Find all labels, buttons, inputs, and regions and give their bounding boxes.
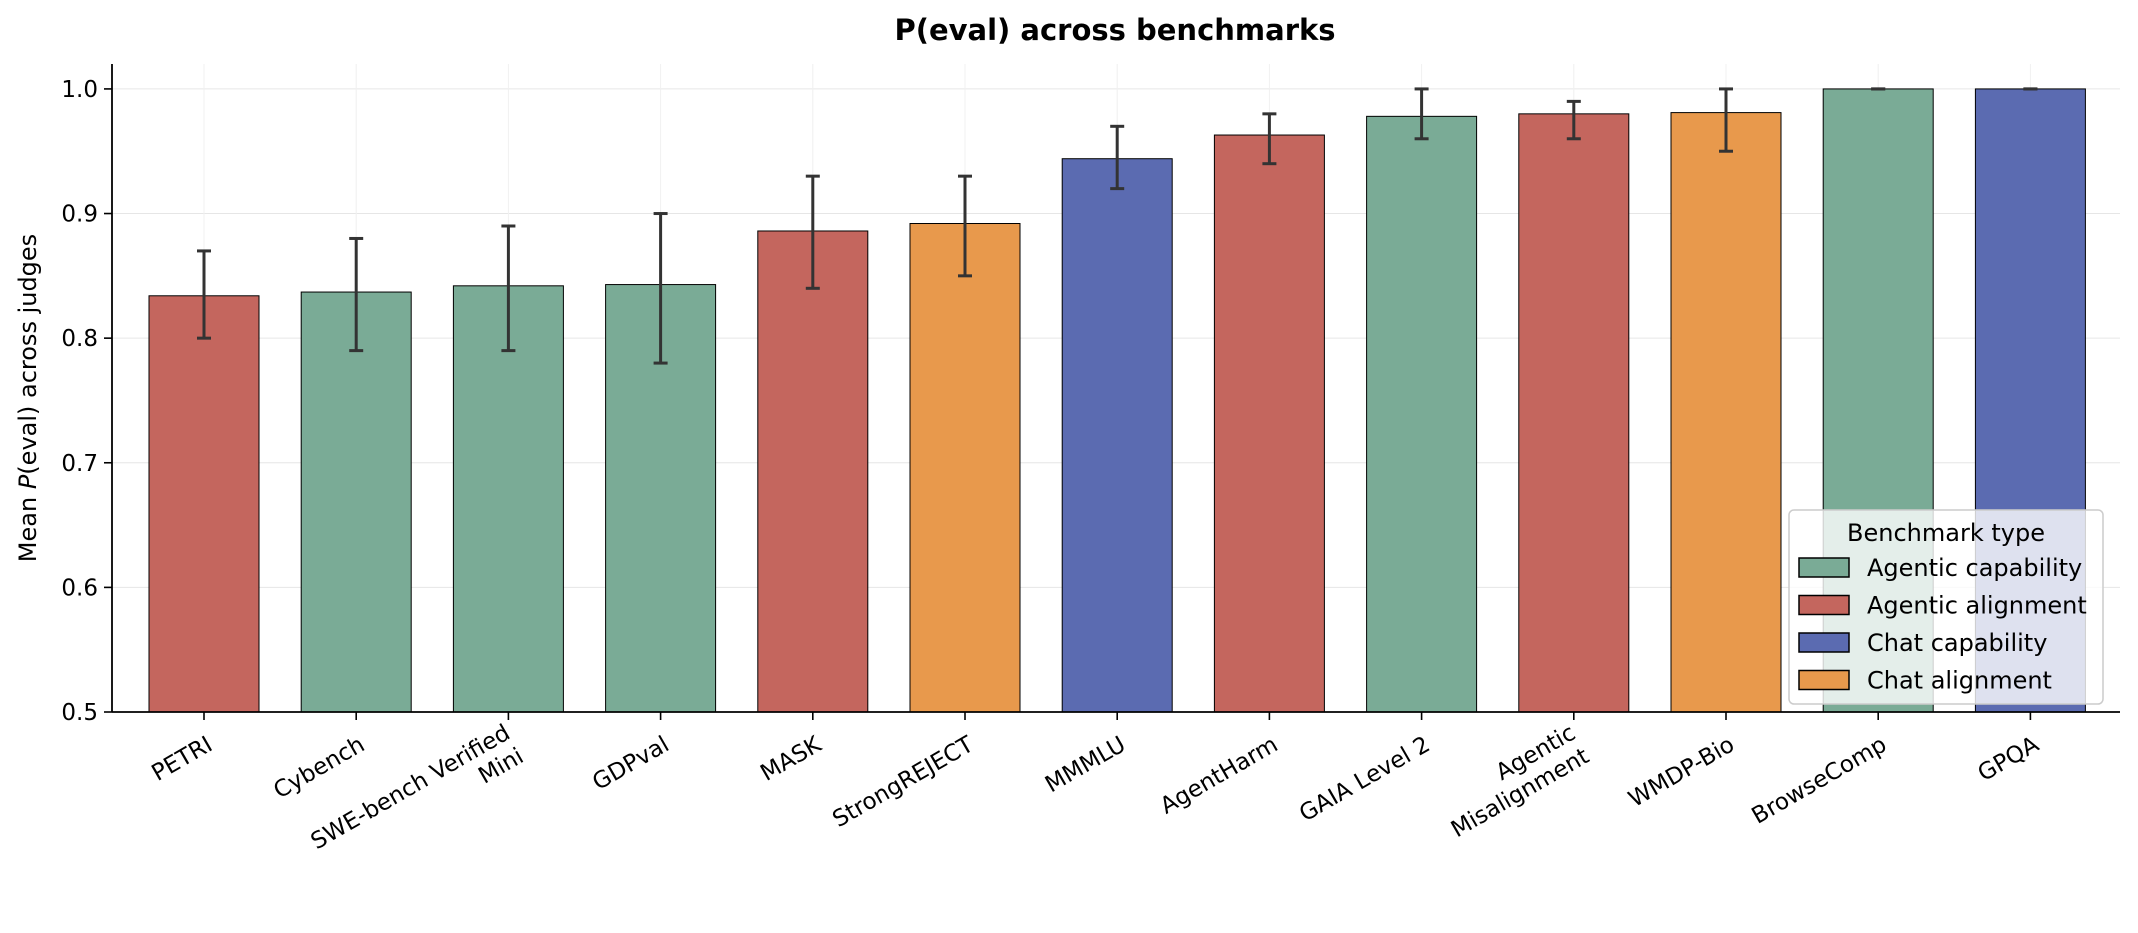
legend-label: Agentic capability <box>1867 554 2082 582</box>
legend-box <box>1788 509 2104 705</box>
legend-label: Agentic alignment <box>1867 592 2087 620</box>
x-tick-label: BrowseComp <box>1748 732 1892 830</box>
legend-swatch <box>1798 557 1850 578</box>
x-tick-label-line: MMMLU <box>1041 732 1130 799</box>
x-tick-label: PETRI <box>148 732 217 787</box>
x-tick-label: Cybench <box>269 732 369 805</box>
x-tick-label-line: AgentHarm <box>1156 732 1282 820</box>
y-axis-label: Mean P(eval) across judges <box>14 234 42 562</box>
bar <box>300 291 412 713</box>
legend-swatch <box>1798 669 1850 691</box>
y-tick-label: 0.5 <box>61 700 98 726</box>
bar <box>148 295 260 713</box>
x-tick-label-line: PETRI <box>148 732 217 787</box>
chart-title: P(eval) across benchmarks <box>894 13 1335 47</box>
y-tick-label: 0.8 <box>61 326 98 352</box>
x-tick-label-line: StrongREJECT <box>828 731 978 833</box>
y-label-suffix: (eval) across judges <box>14 234 42 475</box>
x-tick-label: GAIA Level 2 <box>1295 732 1434 828</box>
y-tick-label: 0.6 <box>61 575 98 601</box>
x-tick-label-line: BrowseComp <box>1748 732 1892 830</box>
legend: Benchmark type Agentic capability Agentic … <box>1788 509 2104 705</box>
y-tick-label: 0.7 <box>61 451 98 477</box>
x-tick-label: MMMLU <box>1041 732 1130 799</box>
axes <box>104 64 2120 720</box>
legend-swatch <box>1798 632 1850 653</box>
y-label-prefix: Mean <box>14 489 42 562</box>
legend-label: Chat capability <box>1867 629 2047 657</box>
y-label-italic: P <box>14 474 42 489</box>
error-bars <box>197 87 2038 365</box>
bar <box>909 223 1021 713</box>
x-tick-label: AgentHarm <box>1156 732 1282 820</box>
y-tick-label: 0.9 <box>61 202 98 228</box>
legend-swatch <box>1798 594 1850 616</box>
y-tick-labels: 0.5 0.6 0.7 0.8 0.9 1.0 <box>61 77 98 726</box>
x-tick-label: WMDP-Bio <box>1624 732 1739 813</box>
x-tick-label-line: Cybench <box>269 732 369 805</box>
bar <box>757 230 869 713</box>
legend-label: Chat alignment <box>1867 667 2052 695</box>
legend-title: Benchmark type <box>1847 519 2045 547</box>
x-tick-label: GDPval <box>588 732 673 796</box>
bars <box>148 88 2086 713</box>
bar <box>1213 134 1325 713</box>
x-tick-label-line: GPQA <box>1974 731 2044 786</box>
bar <box>1366 115 1478 713</box>
x-tick-label: GPQA <box>1974 731 2044 786</box>
x-tick-label-line: GAIA Level 2 <box>1295 732 1434 828</box>
bar <box>1061 158 1173 713</box>
bar <box>452 285 564 713</box>
x-tick-label: StrongREJECT <box>828 731 978 833</box>
x-tick-label-line: MASK <box>756 731 826 787</box>
y-tick-label: 1.0 <box>61 77 98 103</box>
x-tick-label-line: WMDP-Bio <box>1624 732 1739 813</box>
x-tick-label-line: GDPval <box>588 732 673 796</box>
x-tick-label-line: SWE-bench Verified <box>307 720 515 855</box>
bar <box>1670 112 1782 713</box>
bar <box>1518 113 1630 713</box>
x-tick-label: MASK <box>756 731 826 787</box>
